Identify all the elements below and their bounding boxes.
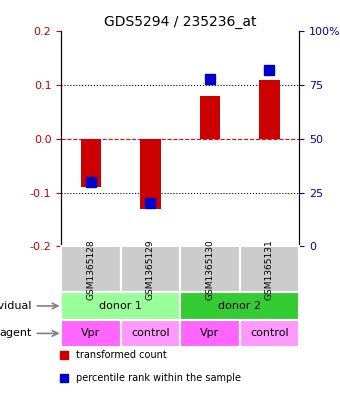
Bar: [200, 96, 220, 139]
Text: control: control: [131, 329, 170, 338]
FancyBboxPatch shape: [180, 246, 240, 292]
FancyBboxPatch shape: [121, 320, 180, 347]
Point: [88, 179, 94, 185]
FancyBboxPatch shape: [180, 320, 240, 347]
Text: GSM1365129: GSM1365129: [146, 239, 155, 299]
Point: [62, 375, 67, 382]
Point: [207, 75, 213, 82]
Title: GDS5294 / 235236_at: GDS5294 / 235236_at: [104, 15, 256, 29]
FancyBboxPatch shape: [240, 320, 299, 347]
FancyBboxPatch shape: [61, 246, 121, 292]
Text: Vpr: Vpr: [81, 329, 101, 338]
Bar: [140, 139, 161, 209]
FancyBboxPatch shape: [61, 292, 180, 320]
Text: individual: individual: [0, 301, 31, 311]
Point: [148, 200, 153, 207]
Text: GSM1365131: GSM1365131: [265, 239, 274, 300]
FancyBboxPatch shape: [180, 292, 299, 320]
Bar: [259, 80, 280, 139]
Text: agent: agent: [0, 329, 31, 338]
FancyBboxPatch shape: [61, 320, 121, 347]
Bar: [81, 139, 101, 187]
Point: [267, 67, 272, 73]
Text: GSM1365130: GSM1365130: [205, 239, 215, 300]
FancyBboxPatch shape: [240, 246, 299, 292]
Point: [62, 352, 67, 358]
Text: donor 2: donor 2: [218, 301, 261, 311]
Text: control: control: [250, 329, 289, 338]
FancyBboxPatch shape: [121, 246, 180, 292]
Text: Vpr: Vpr: [200, 329, 220, 338]
Text: GSM1365128: GSM1365128: [86, 239, 96, 299]
Text: donor 1: donor 1: [99, 301, 142, 311]
Text: percentile rank within the sample: percentile rank within the sample: [76, 373, 241, 383]
Text: transformed count: transformed count: [76, 351, 167, 360]
